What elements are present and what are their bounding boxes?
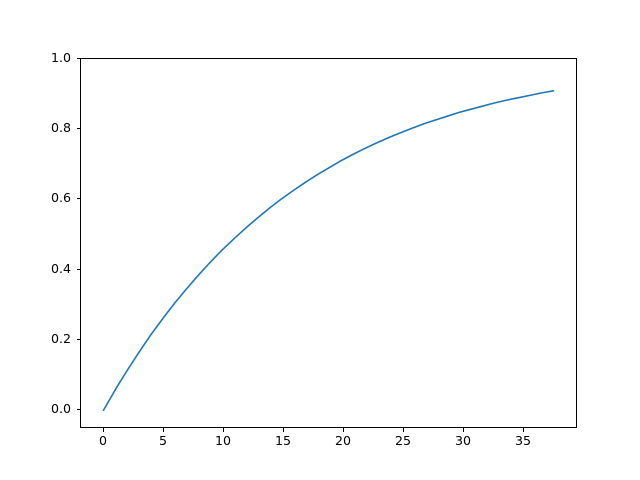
ytick-mark: [76, 269, 80, 270]
xtick-label: 30: [454, 433, 472, 448]
xtick-mark: [523, 428, 524, 432]
ytick-label: 0.4: [50, 261, 71, 276]
xtick-mark: [223, 428, 224, 432]
ytick-label: 0.8: [50, 120, 71, 135]
ytick-label: 0.2: [50, 331, 71, 346]
ytick-mark: [76, 409, 80, 410]
ytick-label: 1.0: [50, 50, 71, 65]
xtick-mark: [103, 428, 104, 432]
xtick-mark: [343, 428, 344, 432]
ytick-mark: [76, 198, 80, 199]
plot-axes: [80, 58, 577, 428]
xtick-label: 5: [158, 433, 167, 448]
xtick-mark: [283, 428, 284, 432]
xtick-label: 25: [394, 433, 412, 448]
xtick-label: 35: [514, 433, 532, 448]
xtick-mark: [403, 428, 404, 432]
ytick-label: 0.0: [50, 401, 71, 416]
xtick-mark: [163, 428, 164, 432]
xtick-label: 15: [274, 433, 292, 448]
xtick-label: 10: [214, 433, 232, 448]
ytick-mark: [76, 58, 80, 59]
data-line-series-1: [102, 90, 555, 412]
ytick-mark: [76, 128, 80, 129]
xtick-label: 0: [98, 433, 107, 448]
ytick-label: 0.6: [50, 190, 71, 205]
xtick-mark: [463, 428, 464, 432]
xtick-label: 20: [334, 433, 352, 448]
line-plot-svg: [102, 90, 555, 412]
ytick-mark: [76, 339, 80, 340]
